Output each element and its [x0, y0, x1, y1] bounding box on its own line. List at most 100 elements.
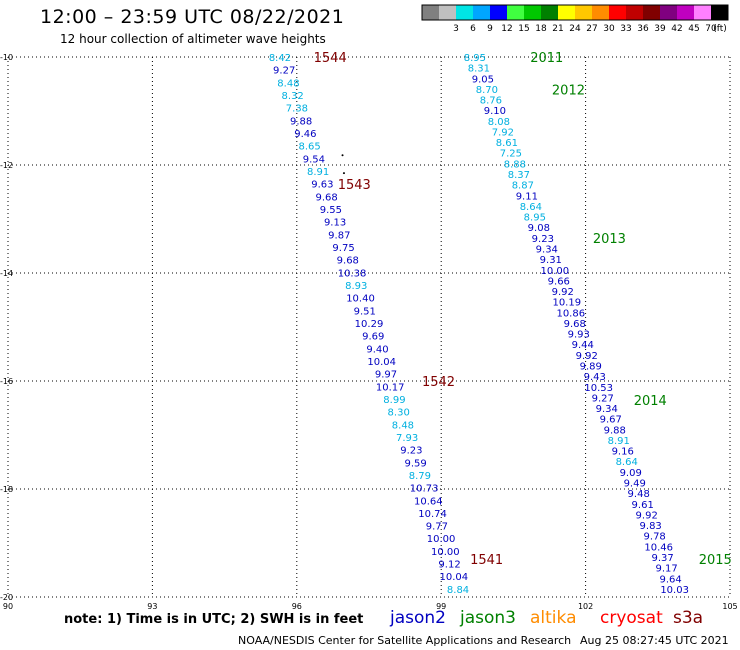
- track-a-reading: 9.87: [328, 230, 350, 241]
- legend-tick-label: 33: [620, 24, 631, 34]
- track-b-reading: 9.44: [572, 340, 594, 351]
- track-b: 8.958.319.058.708.769.108.087.928.617.25…: [464, 53, 689, 596]
- track-marker-dot: [341, 154, 344, 157]
- track-b-reading: 9.66: [548, 276, 570, 287]
- track-b-reading: 8.61: [496, 138, 518, 149]
- legend-swatch: [524, 5, 541, 20]
- legend-swatch: [473, 5, 490, 20]
- pass-label-a: 1543: [338, 178, 371, 193]
- lon-tick-label: 93: [147, 602, 157, 611]
- lon-tick-label: 102: [578, 602, 593, 611]
- track-a-reading: 9.68: [315, 192, 337, 203]
- track-a-reading: 8.65: [299, 142, 321, 153]
- track-a-reading: 8.30: [388, 408, 410, 419]
- track-a-reading: 9.59: [405, 458, 427, 469]
- legend-tick-label: 36: [637, 24, 649, 34]
- legend-swatch: [626, 5, 643, 20]
- lat-tick-label: -14: [0, 269, 13, 278]
- track-a-reading: 9.77: [426, 522, 448, 533]
- track-b-reading: 9.48: [628, 489, 650, 500]
- legend-jason3: jason3: [460, 608, 516, 628]
- track-a-reading: 8.84: [447, 585, 469, 596]
- legend-swatch: [507, 5, 524, 20]
- track-b-reading: 9.23: [532, 234, 554, 245]
- track-b-reading: 9.31: [540, 255, 562, 266]
- legend-tick-label: 24: [569, 24, 581, 34]
- track-b-reading: 9.11: [516, 191, 538, 202]
- legend-unit-label: (ft): [713, 24, 727, 34]
- lat-tick-label: -16: [0, 377, 13, 386]
- track-a-reading: 10.73: [410, 484, 439, 495]
- lon-tick-label: 96: [292, 602, 302, 611]
- track-a-reading: 9.88: [290, 116, 312, 127]
- legend-altika: altika: [530, 608, 577, 628]
- track-a-reading: 8.93: [345, 281, 367, 292]
- pass-label-b: 2014: [634, 394, 667, 409]
- track-a-reading: 9.63: [311, 180, 333, 191]
- track-b-reading: 10.86: [556, 308, 585, 319]
- pass-label-b: 2015: [699, 553, 732, 568]
- legend-cryosat: cryosat: [600, 608, 663, 628]
- lat-lon-grid: [7, 56, 731, 598]
- track-b-reading: 9.88: [604, 425, 626, 436]
- track-a-reading: 10.17: [376, 382, 405, 393]
- track-a-reading: 10.00: [431, 547, 460, 558]
- track-a-reading: 10.38: [338, 268, 367, 279]
- legend-swatch: [677, 5, 694, 20]
- track-b-reading: 10.19: [552, 298, 581, 309]
- legend-swatch: [490, 5, 507, 20]
- track-a-reading: 9.12: [438, 560, 460, 571]
- legend-tick-label: 9: [487, 24, 493, 34]
- legend-swatch: [660, 5, 677, 20]
- track-b-reading: 7.92: [492, 127, 514, 138]
- track-b-reading: 8.08: [488, 117, 510, 128]
- track-a-reading: 10.04: [439, 572, 468, 583]
- legend-tick-label: 30: [603, 24, 615, 34]
- legend-tick-label: 70: [705, 24, 717, 34]
- legend-tick-label: 18: [535, 24, 547, 34]
- legend-swatch: [439, 5, 456, 20]
- track-b-reading: 8.64: [616, 457, 638, 468]
- track-b-reading: 9.92: [576, 351, 598, 362]
- track-b-reading: 9.08: [528, 223, 550, 234]
- track-b-reading: 8.88: [504, 159, 526, 170]
- track-b-reading: 8.87: [512, 181, 534, 192]
- pass-label-b: 2013: [593, 232, 626, 247]
- track-b-reading: 8.95: [464, 53, 486, 64]
- track-a-reading: 9.68: [337, 256, 359, 267]
- track-a-reading: 9.46: [294, 129, 316, 140]
- track-b-reading: 9.67: [600, 415, 622, 426]
- track-a-reading: 8.79: [409, 471, 431, 482]
- lon-tick-label: 99: [436, 602, 446, 611]
- legend-swatch: [456, 5, 473, 20]
- lon-tick-label: 90: [3, 602, 13, 611]
- axis-labels: 90 93 96 99 102 105 -10 -12 -14 -16 -18 -20: [0, 53, 738, 611]
- track-a-reading: 8.48: [392, 420, 414, 431]
- pass-label-a: 1544: [314, 51, 347, 66]
- track-a-reading: 9.23: [400, 446, 422, 457]
- track-a-reading: 8.48: [277, 78, 299, 89]
- legend-tick-label: 45: [688, 24, 699, 34]
- track-b-reading: 8.31: [468, 64, 490, 75]
- footer-timestamp: Aug 25 08:27:45 UTC 2021: [580, 634, 729, 647]
- footer-credit: NOAA/NESDIS Center for Satellite Applica…: [238, 634, 572, 647]
- track-b-reading: 8.91: [608, 436, 630, 447]
- track-b-reading: 9.27: [592, 393, 614, 404]
- track-b-reading: 8.37: [508, 170, 530, 181]
- legend-swatch: [575, 5, 592, 20]
- lat-tick-label: -10: [0, 53, 13, 62]
- legend-tick-label: 27: [586, 24, 597, 34]
- track-a-reading: 7.93: [396, 433, 418, 444]
- track-b-reading: 8.70: [476, 85, 498, 96]
- page-title: 12:00 – 23:59 UTC 08/22/2021: [40, 6, 345, 28]
- legend-tick-label: 21: [552, 24, 563, 34]
- track-a-reading: 9.97: [375, 370, 397, 381]
- track-a-reading: 8.91: [307, 167, 329, 178]
- lat-tick-label: -20: [0, 593, 13, 602]
- track-b-reading: 9.17: [656, 564, 678, 575]
- footer-note: note: 1) Time is in UTC; 2) SWH is in fe…: [64, 612, 364, 627]
- track-b-reading: 9.68: [564, 319, 586, 330]
- track-b-reading: 9.78: [644, 532, 666, 543]
